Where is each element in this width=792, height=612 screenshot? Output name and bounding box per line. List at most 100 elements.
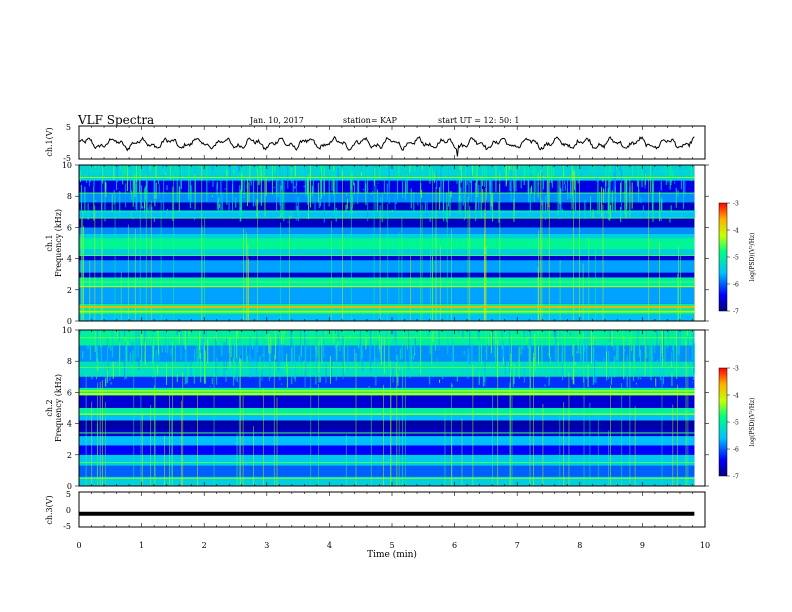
ch2-spectral-streak xyxy=(548,374,550,386)
ch2-spectral-band xyxy=(79,345,695,362)
ch2-spectral-streak xyxy=(458,330,460,334)
ch2-spectral-streak xyxy=(529,374,531,388)
ch2-spectral-streak xyxy=(534,333,536,370)
ch2-spectral-streak xyxy=(410,339,412,371)
ch2-spectral-streak xyxy=(282,330,284,343)
ch1-spectral-streak xyxy=(142,165,144,169)
ch2-spectral-streak xyxy=(491,330,493,362)
ch3-waveform-frame xyxy=(78,491,706,528)
ch1-spectral-streak xyxy=(376,165,378,168)
ch2-spectral-streak xyxy=(336,330,338,347)
x-axis-label: Time (min) xyxy=(367,549,417,560)
ch2-spectral-streak xyxy=(358,332,360,349)
ch1-spectral-streak xyxy=(381,194,383,223)
ch1-spectral-streak xyxy=(551,165,553,184)
ch1-spectral-spike xyxy=(678,246,679,321)
ch2-spectral-streak xyxy=(110,339,112,351)
ch1-spectral-streak xyxy=(545,196,547,220)
ch2-spectral-band xyxy=(79,408,695,415)
ch1-spectral-streak xyxy=(291,165,293,184)
ch2-spectral-spike xyxy=(497,339,499,486)
ch1-spectral-streak xyxy=(567,193,569,199)
ch1-spectral-streak xyxy=(297,196,299,222)
ch2-spectral-streak xyxy=(526,337,528,344)
ch1-spectral-band xyxy=(79,238,695,250)
ch1-spectral-streak xyxy=(154,165,156,199)
ch1-spectral-streak xyxy=(520,180,522,189)
ch2-spectral-streak xyxy=(184,330,186,350)
ch3-ytick-top: 5 xyxy=(66,490,71,499)
ch2-spectral-spike xyxy=(563,401,565,486)
ch1-spectral-streak xyxy=(532,165,534,175)
ch2-spectral-spike xyxy=(583,365,585,486)
ch2-spectral-streak xyxy=(572,330,574,356)
ch2-spectral-band xyxy=(79,395,695,408)
ch2-spectral-streak xyxy=(434,330,436,334)
ch2-spectral-streak xyxy=(148,330,150,333)
ch1-spectral-streak xyxy=(132,175,134,207)
ch1-spectral-streak xyxy=(669,216,671,223)
ch2-spectral-streak xyxy=(574,362,576,366)
ch2-spectral-streak xyxy=(399,366,401,370)
ch1-spectral-streak xyxy=(547,165,549,211)
ch1-spectral-streak xyxy=(313,167,315,169)
ch1-spectral-streak xyxy=(170,165,172,180)
ch2-spectral-streak xyxy=(481,330,483,336)
ch2-ytick-label: 0 xyxy=(67,482,72,491)
x-tick-label: 7 xyxy=(515,541,520,550)
ch2-spectral-streak xyxy=(207,339,209,364)
ch1-spectral-spike xyxy=(588,237,590,321)
ch2-spectral-spike xyxy=(141,412,143,486)
ch2-spectral-streak xyxy=(493,330,495,343)
ch2-spectral-streak xyxy=(125,341,127,378)
ch1-spectral-streak xyxy=(335,207,337,222)
ch2-spectral-streak xyxy=(245,330,247,340)
ch1-spectral-streak xyxy=(663,165,665,172)
ch2-spectral-streak xyxy=(209,385,211,387)
ch2-frequency-label: Frequency (kHz) xyxy=(54,374,63,442)
ch2-spectral-streak xyxy=(343,330,345,332)
ch1-spectral-streak xyxy=(490,171,492,211)
ch1-spectral-streak xyxy=(178,186,180,213)
ch1-spectral-streak xyxy=(320,165,322,199)
ch1-spectral-streak xyxy=(374,167,376,186)
ch1-spectral-streak xyxy=(218,197,220,211)
ch1-spectral-spike xyxy=(398,232,400,321)
ch1-spectral-streak xyxy=(95,200,97,203)
ch2-spectral-streak xyxy=(372,330,374,343)
ch1-spectral-streak xyxy=(179,167,181,201)
ch2-spectral-streak xyxy=(127,341,129,346)
ch1-spectral-streak xyxy=(95,165,97,168)
ch1-spectral-streak xyxy=(670,166,672,186)
ch1-ylabel: ch.1(V) xyxy=(45,127,54,156)
ch2-spectral-spike xyxy=(687,366,689,486)
ch1-spectral-spike xyxy=(432,256,434,321)
ch1-spectral-streak xyxy=(251,165,253,170)
ch2-spectral-spike xyxy=(634,406,636,486)
ch2-spectral-streak xyxy=(637,369,639,380)
ch1-spectral-streak xyxy=(609,165,611,174)
ch1-spectral-spike xyxy=(410,253,412,321)
ch2-spectral-streak xyxy=(686,330,688,336)
ch1-spectral-streak xyxy=(329,165,331,181)
ch1-spectral-spike xyxy=(379,205,381,321)
ch1-spectral-streak xyxy=(561,208,563,213)
ch1-spectral-streak xyxy=(241,165,243,192)
ch2-spectral-streak xyxy=(617,338,619,377)
ch1-spectral-streak xyxy=(564,165,566,167)
ch1-spectral-streak xyxy=(331,170,333,192)
ch2-spectral-streak xyxy=(135,330,137,359)
ch1-spectral-streak xyxy=(565,165,567,172)
ch2-spectral-streak xyxy=(615,354,617,366)
ch2-spectral-streak xyxy=(671,372,673,387)
ch2-spectral-streak xyxy=(329,356,331,384)
ch2-spectral-streak xyxy=(87,330,89,350)
ch1-spectral-streak xyxy=(644,173,646,186)
ch1-spectral-spike xyxy=(446,204,448,321)
ch1-spectral-spike xyxy=(451,229,452,321)
ch1-spectral-streak xyxy=(193,217,195,221)
ch2-spectral-streak xyxy=(527,330,529,349)
ch2-spectral-streak xyxy=(304,334,306,375)
ch2-spectral-streak xyxy=(109,373,111,381)
